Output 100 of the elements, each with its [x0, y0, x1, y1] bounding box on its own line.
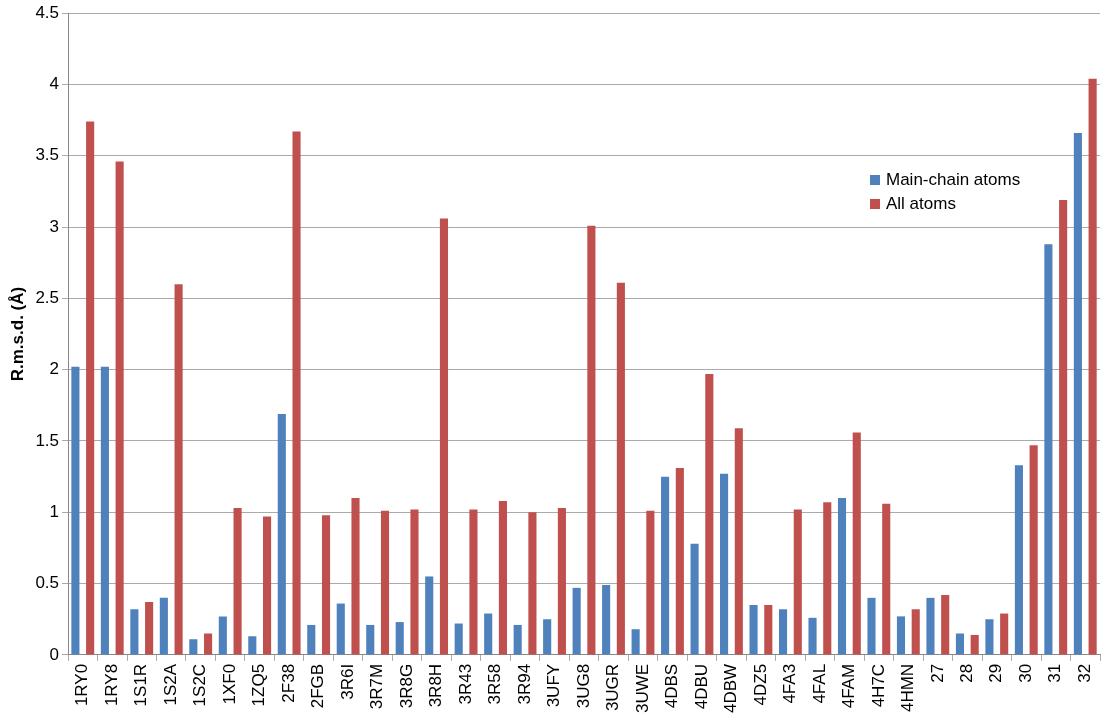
bar [71, 366, 80, 655]
y-axis-title: R.m.s.d. (Å) [7, 286, 27, 382]
bar [454, 623, 463, 655]
bar [1000, 613, 1009, 655]
x-tick-label: 3R8H [426, 663, 446, 708]
y-tick-label: 4 [49, 74, 60, 94]
bar [336, 603, 345, 655]
bar [218, 616, 227, 655]
bar [764, 604, 773, 655]
bar [1088, 78, 1097, 655]
bar [616, 282, 625, 655]
bar [734, 428, 743, 655]
bar [425, 576, 434, 655]
y-tick-label: 2 [49, 359, 60, 379]
x-tick-label: 1ZQ5 [249, 663, 269, 707]
x-tick-label: 4FAM [839, 663, 859, 709]
bar [292, 131, 301, 655]
bar [484, 613, 493, 655]
bar [277, 413, 286, 655]
x-tick-label: 2F38 [278, 663, 298, 703]
x-tick-label: 3R6I [337, 663, 357, 700]
x-tick-label: 31 [1045, 663, 1065, 683]
bar [307, 624, 316, 655]
x-tick-label: 4FAL [809, 663, 829, 704]
x-tick-label: 1RY8 [101, 663, 121, 707]
x-tick-label: 3UG8 [573, 663, 593, 709]
bar [823, 502, 832, 655]
bar [263, 516, 272, 655]
bar [631, 629, 640, 655]
x-tick-label: 4DBS [662, 663, 682, 709]
x-tick-label: 4DZ5 [750, 663, 770, 706]
bar [985, 619, 994, 655]
x-tick-label: 3UFY [544, 663, 564, 708]
x-tick-label: 32 [1074, 663, 1094, 683]
bar [941, 594, 950, 655]
bar [970, 634, 979, 655]
x-tick-label: 4HMN [898, 663, 918, 713]
bar [896, 616, 906, 655]
x-tick-label: 28 [957, 663, 977, 683]
bar [528, 512, 537, 655]
bar [410, 509, 419, 655]
bar [469, 509, 478, 655]
bar [955, 633, 964, 655]
x-tick-label: 3R43 [455, 663, 475, 705]
x-tick-label: 3R94 [514, 663, 534, 705]
y-tick-label: 1.5 [35, 430, 60, 450]
x-tick-label: 29 [986, 663, 1006, 683]
bar [882, 503, 891, 655]
bar [395, 622, 404, 655]
x-tick-label: 3R7M [367, 663, 387, 710]
bar [867, 597, 876, 655]
bar [1014, 465, 1023, 655]
bar [1044, 244, 1053, 655]
bar [174, 284, 183, 655]
bar [321, 515, 331, 655]
bar [793, 509, 802, 655]
bar [130, 609, 139, 655]
bar [366, 624, 375, 655]
bar [646, 510, 655, 655]
bar [661, 476, 670, 655]
x-tick-label: 3UGR [603, 663, 623, 712]
bar [808, 617, 817, 655]
bar [86, 121, 95, 655]
bar [852, 432, 861, 655]
bar [380, 510, 390, 655]
x-tick-label: 3UWE [632, 663, 652, 714]
legend-label: All atoms [886, 193, 956, 215]
y-tick-label: 4.5 [35, 2, 60, 22]
x-tick-label: 30 [1015, 663, 1035, 683]
bar [926, 597, 935, 655]
bar [189, 639, 198, 655]
bar [1029, 445, 1038, 655]
bar [749, 604, 758, 655]
x-tick-label: 1S1R [131, 663, 151, 707]
x-tick-label: 3R58 [485, 663, 505, 705]
x-tick-label: 1RY0 [72, 663, 92, 707]
bar [513, 624, 522, 655]
bar [837, 498, 847, 655]
y-tick-label: 2.5 [35, 288, 60, 308]
bar [248, 636, 257, 655]
bar [233, 508, 242, 655]
bar [557, 508, 566, 655]
y-tick-label: 3 [49, 216, 60, 236]
bar [543, 619, 552, 655]
x-tick-label: 2FGB [308, 663, 328, 709]
bar [720, 473, 729, 655]
bar [572, 587, 581, 655]
x-tick-label: 4DBW [721, 663, 741, 714]
x-tick-label: 4FA3 [780, 663, 800, 704]
bar [690, 543, 699, 655]
x-tick-label: 27 [927, 663, 947, 683]
y-tick-label: 1 [49, 501, 60, 521]
bar [587, 225, 596, 655]
bar [204, 633, 213, 655]
bar [911, 609, 920, 655]
x-tick-label: 1S2A [160, 663, 180, 706]
bar [439, 218, 449, 655]
bar [351, 498, 360, 655]
bar [498, 500, 507, 655]
bar [675, 468, 684, 655]
